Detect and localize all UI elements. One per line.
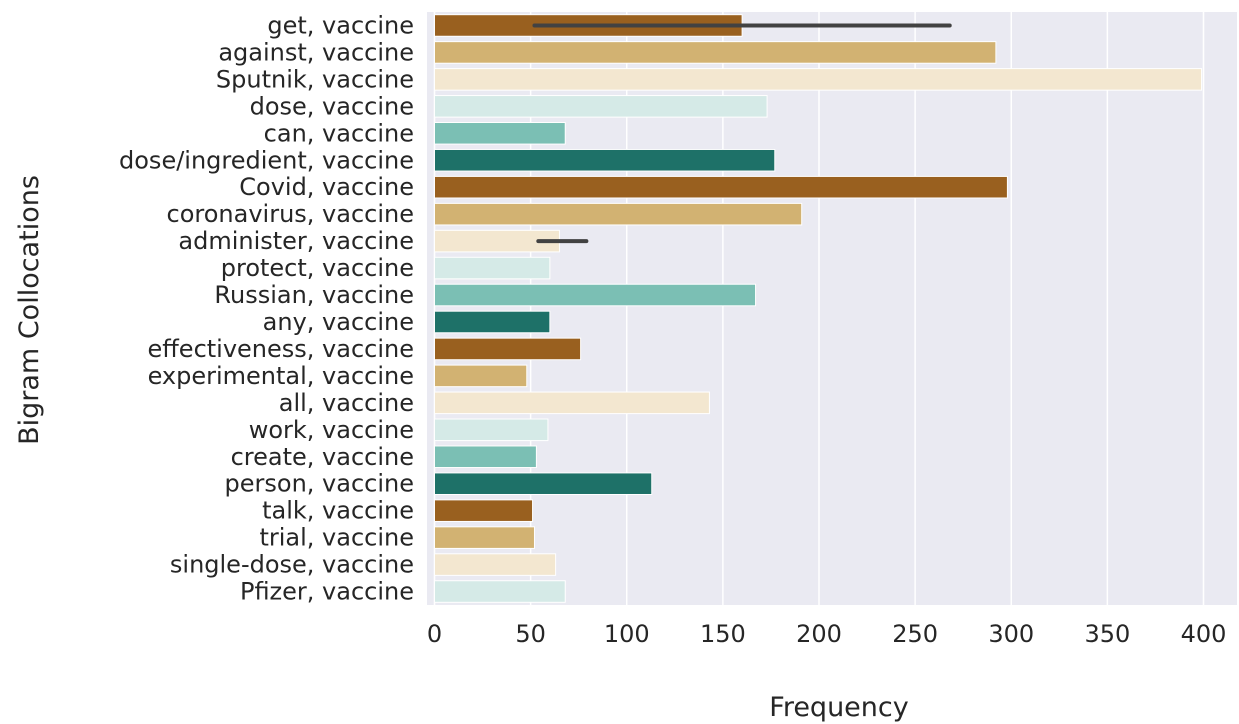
- y-tick-label: work, vaccine: [249, 416, 414, 444]
- bar: [434, 148, 776, 172]
- y-tick-label: Covid, vaccine: [239, 173, 414, 201]
- bar: [434, 418, 549, 442]
- y-tick-label: all, vaccine: [279, 389, 414, 417]
- y-tick-label: administer, vaccine: [178, 227, 414, 255]
- x-tick-labels: 0 50 100 150 200 250 300 350 400: [427, 620, 1227, 648]
- y-tick-label: experimental, vaccine: [148, 362, 414, 390]
- bar: [434, 95, 768, 118]
- x-tick-label: 50: [515, 620, 546, 648]
- y-axis-title: Bigram Collocations: [14, 175, 45, 445]
- bar: [434, 337, 582, 361]
- y-tick-label: single-dose, vaccine: [170, 551, 414, 579]
- bar: [434, 526, 535, 549]
- y-tick-label: against, vaccine: [218, 38, 414, 66]
- x-tick-label: 300: [988, 620, 1034, 648]
- y-tick-label: effectiveness, vaccine: [148, 335, 415, 363]
- y-tick-label: get, vaccine: [267, 11, 414, 39]
- x-tick-label: 150: [700, 620, 746, 648]
- bar: [434, 122, 566, 145]
- x-tick-label: 400: [1181, 620, 1227, 648]
- x-tick-label: 100: [604, 620, 650, 648]
- y-tick-label: dose, vaccine: [250, 92, 414, 120]
- x-tick-label: 0: [427, 620, 442, 648]
- y-tick-label: talk, vaccine: [262, 497, 414, 525]
- y-tick-label: coronavirus, vaccine: [167, 200, 414, 228]
- error-bars: [532, 23, 952, 244]
- bar: [434, 472, 653, 495]
- bar: [434, 391, 710, 415]
- y-tick-label: any, vaccine: [263, 308, 414, 336]
- bar: [434, 256, 551, 280]
- y-tick-label: trial, vaccine: [259, 524, 414, 552]
- bar: [434, 175, 1008, 199]
- x-tick-label: 200: [796, 620, 842, 648]
- x-tick-label: 250: [892, 620, 938, 648]
- y-tick-label: Russian, vaccine: [214, 281, 414, 309]
- y-tick-label: dose/ingredient, vaccine: [119, 146, 414, 174]
- bar: [434, 364, 528, 388]
- bars: [434, 14, 1203, 603]
- y-tick-label: create, vaccine: [231, 443, 414, 471]
- bar: [434, 310, 551, 334]
- bar: [434, 580, 566, 603]
- bar: [434, 202, 803, 226]
- bar: [434, 41, 997, 64]
- y-tick-label: can, vaccine: [264, 119, 414, 147]
- bar: [434, 499, 534, 522]
- bar: [434, 553, 557, 576]
- y-tick-label: Pfizer, vaccine: [240, 578, 414, 606]
- y-tick-label: person, vaccine: [225, 470, 414, 498]
- x-tick-label: 350: [1084, 620, 1130, 648]
- bar: [434, 68, 1203, 91]
- bar: [434, 445, 537, 469]
- bar: [434, 283, 757, 307]
- y-tick-label: protect, vaccine: [221, 254, 414, 282]
- x-axis-title: Frequency: [769, 692, 909, 723]
- y-tick-label: Sputnik, vaccine: [216, 65, 414, 93]
